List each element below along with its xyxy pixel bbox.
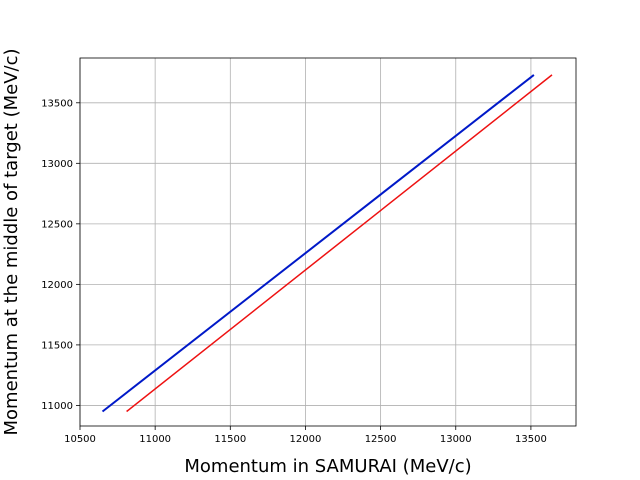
x-tick-label: 11000 <box>139 434 171 445</box>
y-tick-label: 12000 <box>41 280 73 291</box>
y-tick-label: 11500 <box>41 340 73 351</box>
y-axis-label: Momentum at the middle of target (MeV/c) <box>1 49 22 436</box>
x-axis-label: Momentum in SAMURAI (MeV/c) <box>184 456 471 477</box>
x-tick-label: 13000 <box>440 434 472 445</box>
y-tick-label: 11000 <box>41 401 73 412</box>
y-tick-label: 12500 <box>41 219 73 230</box>
grid <box>79 58 576 426</box>
x-tick-label: 12000 <box>290 434 322 445</box>
x-tick-label: 12500 <box>365 434 397 445</box>
y-tick-label: 13500 <box>41 98 73 109</box>
x-tick-label: 11500 <box>214 434 246 445</box>
series-line-1 <box>101 74 535 413</box>
series-line-2 <box>126 74 553 413</box>
x-tick-label: 13500 <box>515 434 547 445</box>
y-axis-ticks: 11000 11500 12000 12500 13000 13500 <box>41 98 80 412</box>
x-axis-ticks: 10500 11000 11500 12000 12500 13000 13500 <box>64 426 547 445</box>
y-tick-label: 13000 <box>41 159 73 170</box>
plot-frame <box>79 57 577 427</box>
x-tick-label: 10500 <box>64 434 96 445</box>
series-layer <box>101 74 553 413</box>
